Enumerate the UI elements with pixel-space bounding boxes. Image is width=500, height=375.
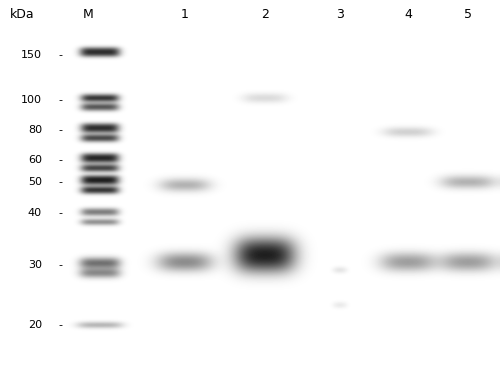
Text: -: - [58, 208, 62, 218]
Text: -: - [58, 177, 62, 187]
Text: 80: 80 [28, 125, 42, 135]
Text: 50: 50 [28, 177, 42, 187]
Text: 40: 40 [28, 208, 42, 218]
Text: 5: 5 [464, 8, 472, 21]
Text: -: - [58, 155, 62, 165]
Text: 20: 20 [28, 320, 42, 330]
Text: 100: 100 [21, 95, 42, 105]
Text: 1: 1 [181, 8, 189, 21]
Text: -: - [58, 260, 62, 270]
Text: 2: 2 [261, 8, 269, 21]
Text: -: - [58, 125, 62, 135]
Text: 60: 60 [28, 155, 42, 165]
Text: 4: 4 [404, 8, 412, 21]
Text: -: - [58, 320, 62, 330]
Text: 3: 3 [336, 8, 344, 21]
Text: -: - [58, 50, 62, 60]
Text: M: M [82, 8, 94, 21]
Text: -: - [58, 95, 62, 105]
Text: 150: 150 [21, 50, 42, 60]
Text: kDa: kDa [10, 8, 34, 21]
Text: 30: 30 [28, 260, 42, 270]
